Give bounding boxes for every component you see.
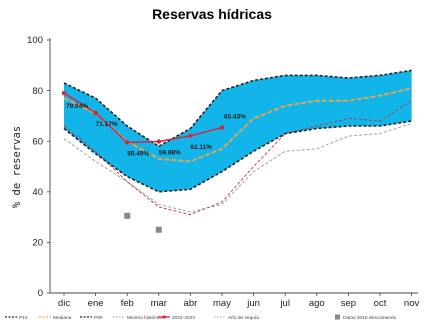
- x-tick-label-jun: jun: [246, 298, 260, 309]
- legend-entry: P10: [5, 315, 28, 321]
- y-tick-label: 80: [32, 86, 43, 97]
- series-line-minimo: [63, 123, 412, 213]
- legend-label: Mediana: [53, 315, 72, 321]
- point-2016: [124, 212, 131, 219]
- y-tick-label: 20: [32, 238, 43, 249]
- x-tick-label-ene: ene: [88, 298, 104, 309]
- legend-entry: Mínimo histórico: [113, 315, 162, 321]
- x-tick-label-oct: oct: [374, 298, 387, 309]
- series-line-p10: [63, 120, 412, 193]
- legend-label: Mínimo histórico: [127, 315, 162, 321]
- point-2022-2023: [93, 110, 98, 116]
- point-2022-2023: [188, 133, 193, 139]
- x-tick-label-dic: dic: [58, 298, 70, 309]
- legend-marker: [162, 315, 166, 319]
- percentile-band-layer: [64, 70, 412, 192]
- x-tick-label-nov: nov: [404, 298, 420, 309]
- legend-entry: P90: [80, 315, 103, 321]
- legend: P10 Mediana P90 Mínimo histórico 2022-2023 Añ…: [5, 314, 397, 321]
- x-tick-label-ago: ago: [309, 298, 325, 309]
- legend-entry: Mediana: [39, 315, 72, 321]
- point-2022-2023: [156, 139, 161, 144]
- x-tick-label-feb: feb: [121, 298, 134, 309]
- point-2022-2023: [125, 140, 130, 145]
- series-line-2022-2023: [63, 92, 223, 144]
- chart-title: Reservas hídricas: [152, 6, 272, 22]
- data-label-2022-2023: 65.43%: [224, 113, 246, 120]
- legend-label: 2022-2023: [172, 315, 195, 321]
- legend-label: Año de sequía: [228, 315, 259, 321]
- y-tick-label: 100: [27, 35, 43, 46]
- legend-entry: Año de sequía: [214, 315, 259, 321]
- data-label-2022-2023: 59.49%: [127, 150, 149, 157]
- point-2016: [155, 226, 162, 233]
- series-line-p90: [63, 69, 412, 148]
- y-tick-label: 40: [32, 187, 43, 198]
- point-2022-2023: [61, 90, 67, 96]
- data-label-2022-2023: 62.11%: [190, 144, 212, 151]
- x-tick-label-mar: mar: [151, 298, 167, 309]
- x-tick-label-abr: abr: [184, 298, 198, 309]
- x-tick-label-sep: sep: [341, 298, 356, 309]
- legend-swatch: [335, 314, 340, 320]
- p10-p90-band: [64, 70, 412, 192]
- y-axis-label: % de reservas: [11, 126, 23, 208]
- legend-entry: 2022-2023: [158, 315, 195, 321]
- data-label-2022-2023: 71.17%: [96, 121, 118, 128]
- legend-label: P90: [94, 315, 103, 321]
- data-label-2022-2023: 59.88%: [159, 150, 181, 157]
- data-label-2022-2023: 79.04%: [66, 103, 88, 110]
- y-tick-label: 60: [32, 136, 43, 147]
- series-points-layer: 79.04% 71.17% 59.49% 59.88% 62.11% 65.43%: [61, 90, 246, 233]
- y-tick-label: 0: [38, 288, 43, 299]
- legend-label: P10: [19, 315, 28, 321]
- x-tick-label-jul: jul: [279, 298, 290, 309]
- x-tick-label-may: may: [213, 298, 231, 309]
- series-line-sequia: [63, 100, 412, 216]
- axes-layer: 0 20 40 60 80 100 dic ene feb mar abr may jun jul ago s…: [27, 35, 419, 309]
- legend-label: Datos 2016 descontando: [343, 315, 397, 321]
- point-2022-2023: [219, 125, 225, 130]
- legend-entry: Datos 2016 descontando: [335, 314, 397, 321]
